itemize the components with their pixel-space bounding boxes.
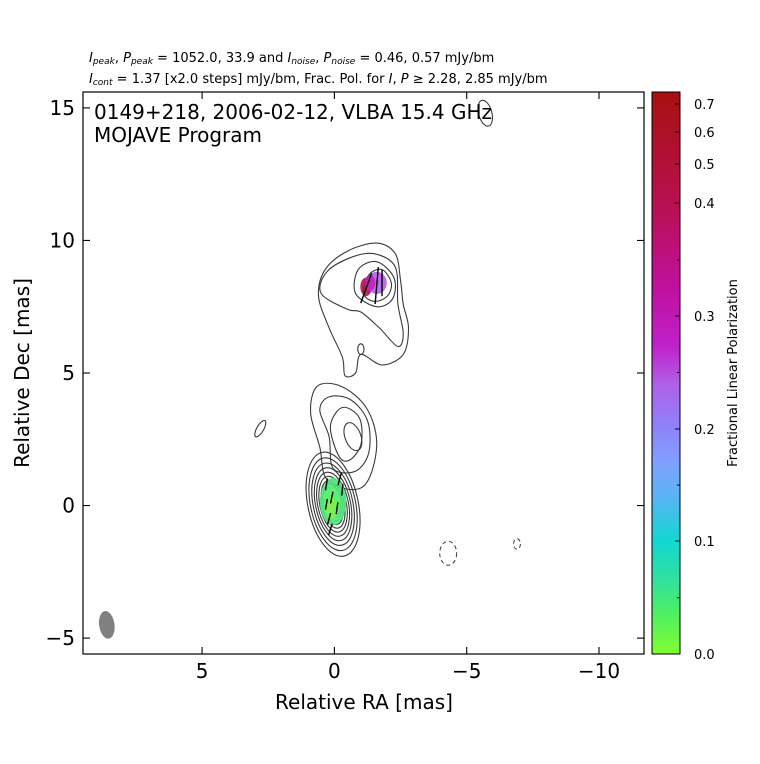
evpa-vector-9 bbox=[326, 512, 332, 525]
y-tick-label: 10 bbox=[50, 228, 75, 252]
evpa-vector-7 bbox=[329, 491, 334, 504]
pol-patch-3 bbox=[364, 274, 376, 291]
jet-contour-4 bbox=[317, 242, 410, 378]
jet-blob-contour-4 bbox=[357, 343, 365, 355]
colorbar-tick-label: 0.4 bbox=[694, 197, 715, 212]
x-axis-label: Relative RA [mas] bbox=[275, 690, 453, 714]
colorbar-gradient bbox=[652, 92, 680, 654]
evpa-vector-8 bbox=[335, 502, 339, 515]
core-contour-5 bbox=[316, 471, 351, 537]
jet-contour-6 bbox=[353, 260, 396, 308]
y-tick-label: −5 bbox=[46, 626, 75, 650]
negative-contour-1 bbox=[439, 540, 458, 566]
y-tick-label: 15 bbox=[50, 96, 75, 120]
x-tick-label: 5 bbox=[196, 659, 209, 683]
y-axis-label: Relative Dec [mas] bbox=[10, 278, 34, 468]
axis-ticks: 5 0 −5 −10 −5 0 5 10 15 bbox=[46, 92, 644, 683]
evpa-vector-5 bbox=[324, 478, 329, 491]
colorbar-tick-label: 0.0 bbox=[694, 648, 715, 663]
colorbar-tick-label: 0.5 bbox=[694, 158, 715, 173]
x-tick-label: −5 bbox=[452, 659, 481, 683]
evpa-vector-2 bbox=[374, 266, 380, 305]
header-line-2: Icont = 1.37 [x2.0 steps] mJy/bm, Frac. … bbox=[89, 72, 548, 88]
header-line-1: Ipeak, Ppeak = 1052.0, 33.9 and Inoise, … bbox=[89, 51, 494, 67]
jet-blob-contour-1 bbox=[343, 422, 363, 452]
evpa-vector-1 bbox=[360, 272, 373, 304]
evpa-vector-11 bbox=[324, 498, 329, 510]
jet-blob-contour-2 bbox=[254, 419, 267, 438]
jet-contour-2 bbox=[319, 395, 371, 474]
evpa-vectors bbox=[324, 266, 383, 536]
core-contour-1 bbox=[305, 451, 361, 557]
colorbar-tick-label: 0.3 bbox=[694, 310, 715, 325]
y-tick-label: 0 bbox=[62, 494, 75, 518]
colorbar-tick-label: 0.2 bbox=[694, 423, 715, 438]
negative-contour-2 bbox=[513, 538, 521, 550]
y-tick-label: 5 bbox=[62, 361, 75, 385]
evpa-vector-4 bbox=[337, 472, 343, 486]
colorbar-ticks: 0.0 0.1 0.2 0.3 0.4 0.5 0.6 0.7 bbox=[675, 98, 715, 663]
jet-contour-5 bbox=[319, 252, 404, 348]
negative-contours bbox=[439, 538, 521, 566]
beam-ellipse bbox=[98, 611, 115, 639]
plot-area bbox=[83, 92, 644, 654]
core-contour-3 bbox=[311, 462, 355, 546]
evpa-vector-6 bbox=[341, 483, 344, 496]
jet-contour-7 bbox=[362, 268, 393, 302]
colorbar-tick-label: 0.6 bbox=[694, 126, 715, 141]
x-tick-label: −10 bbox=[578, 659, 620, 683]
jet-contour-1 bbox=[309, 382, 378, 491]
pol-patch-6 bbox=[325, 497, 338, 519]
x-tick-label: 0 bbox=[328, 659, 341, 683]
evpa-vector-10 bbox=[327, 523, 333, 536]
colorbar-tick-label: 0.1 bbox=[694, 535, 715, 550]
plot-title-line-1: 0149+218, 2006-02-12, VLBA 15.4 GHz bbox=[94, 100, 492, 124]
jet-contour-3 bbox=[329, 406, 363, 462]
beam bbox=[98, 611, 115, 639]
plot-title-line-2: MOJAVE Program bbox=[94, 123, 262, 147]
colorbar-label: Fractional Linear Polarization bbox=[726, 279, 741, 467]
core-contour-4 bbox=[313, 467, 353, 542]
colorbar-tick-label: 0.7 bbox=[694, 98, 715, 113]
core-contour-2 bbox=[308, 457, 358, 552]
jet-blob-contour-3 bbox=[477, 99, 494, 127]
